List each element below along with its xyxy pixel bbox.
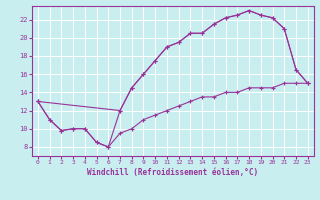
X-axis label: Windchill (Refroidissement éolien,°C): Windchill (Refroidissement éolien,°C) (87, 168, 258, 177)
